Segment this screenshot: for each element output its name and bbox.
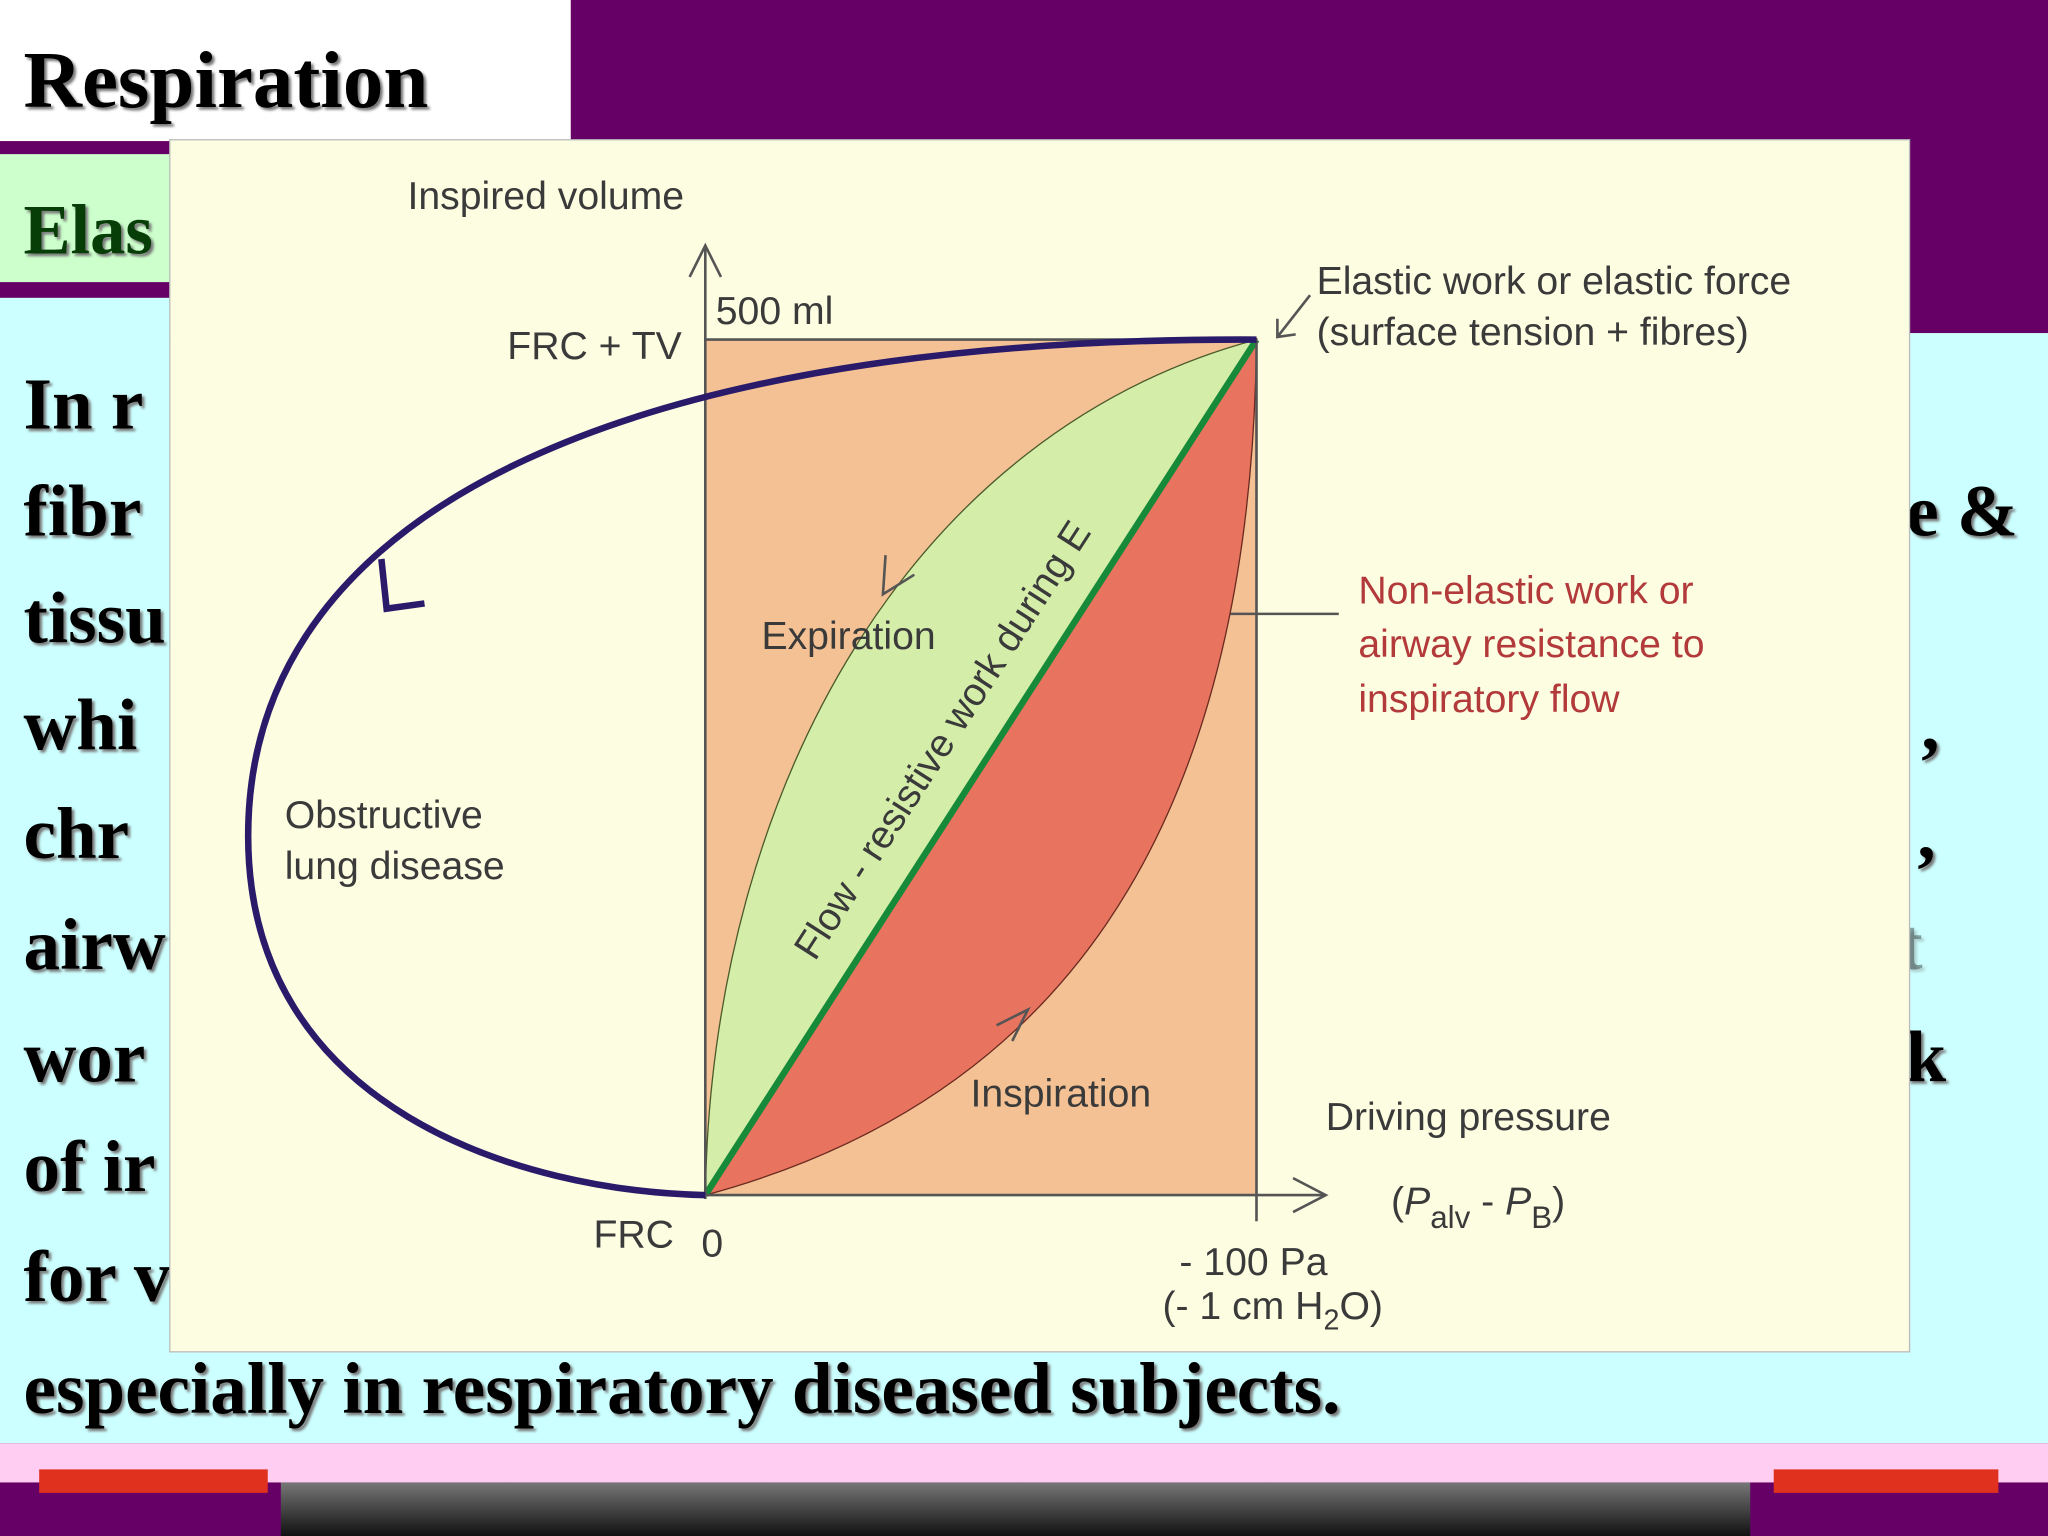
text-part: P [1505,1181,1531,1224]
slide-title: Respiration [24,35,429,125]
text-part: P [1404,1181,1430,1224]
body-line: , [1921,685,1939,766]
tick-label: 500 ml [716,290,834,333]
axes [688,242,1339,1222]
axis-label: Driving pressure [1326,1096,1611,1139]
body-line: wor [24,1016,146,1097]
loop-label: lung disease [285,845,505,888]
body-line: fibr [24,471,142,552]
subscript: 2 [1323,1305,1339,1337]
note: airway resistance to [1358,623,1704,666]
text-part: O) [1339,1285,1383,1328]
loop-arrow [378,558,425,613]
note: inspiratory flow [1358,678,1620,721]
tick-label: - 100 Pa [1179,1241,1327,1284]
note: Elastic work or elastic force [1317,260,1792,303]
loop-label: Obstructive [285,794,483,837]
footer-bar [280,1482,1751,1536]
axis-formula: (Palv - PB) [1391,1181,1565,1235]
region-label: Expiration [761,615,935,658]
body-line: tissu [24,578,166,659]
text-part: (- 1 cm H [1162,1285,1323,1328]
body-line: k [1905,1016,1946,1097]
text-part: ) [1552,1181,1565,1224]
region-label: Inspiration [970,1072,1151,1115]
tick-label: FRC [593,1213,674,1256]
axis-label: Inspired volume [408,175,685,218]
content-area [0,297,183,337]
text-part: ( [1391,1181,1404,1224]
slide-subtitle: Elas [24,191,153,269]
body-line: chr [24,793,130,874]
footer-band [0,1443,2048,1483]
pointer [1276,294,1312,338]
tick-label: (- 1 cm H2O) [1162,1285,1383,1336]
body-line: e & [1906,471,2018,552]
body-text: In r fibr tissu whi chr airw wor of ir f… [24,363,2018,1316]
subscript: B [1531,1200,1552,1235]
title-box [0,0,571,142]
tick-label: FRC + TV [507,325,681,368]
flow-arrow [881,555,915,597]
note: (surface tension + fibres) [1317,311,1749,354]
body-line: of ir [24,1126,156,1207]
diagonal [702,337,1260,1197]
body-line: , [1917,793,1935,874]
text-part: - [1470,1181,1505,1224]
obstructive-loop [244,336,1257,1199]
footer-accent [39,1469,268,1493]
subtitle-bar [0,154,183,283]
body-line: airw [24,904,166,985]
arrowhead [688,242,723,278]
tick-label: 0 [701,1222,723,1265]
subscript: alv [1430,1200,1470,1235]
flow-arrow [995,1006,1031,1042]
arrowhead [1292,1176,1329,1214]
body-line: whi [24,685,138,766]
note: Non-elastic work or [1358,569,1693,612]
body-line: especially in respiratory diseased subje… [24,1348,1341,1429]
body-line: In r [24,363,144,444]
body-line: for v [24,1236,171,1317]
diagram: Inspired volume 500 ml FRC + TV FRC 0 - … [169,139,1911,1353]
arrowhead [1276,318,1296,339]
footer-accent [1773,1469,1999,1493]
